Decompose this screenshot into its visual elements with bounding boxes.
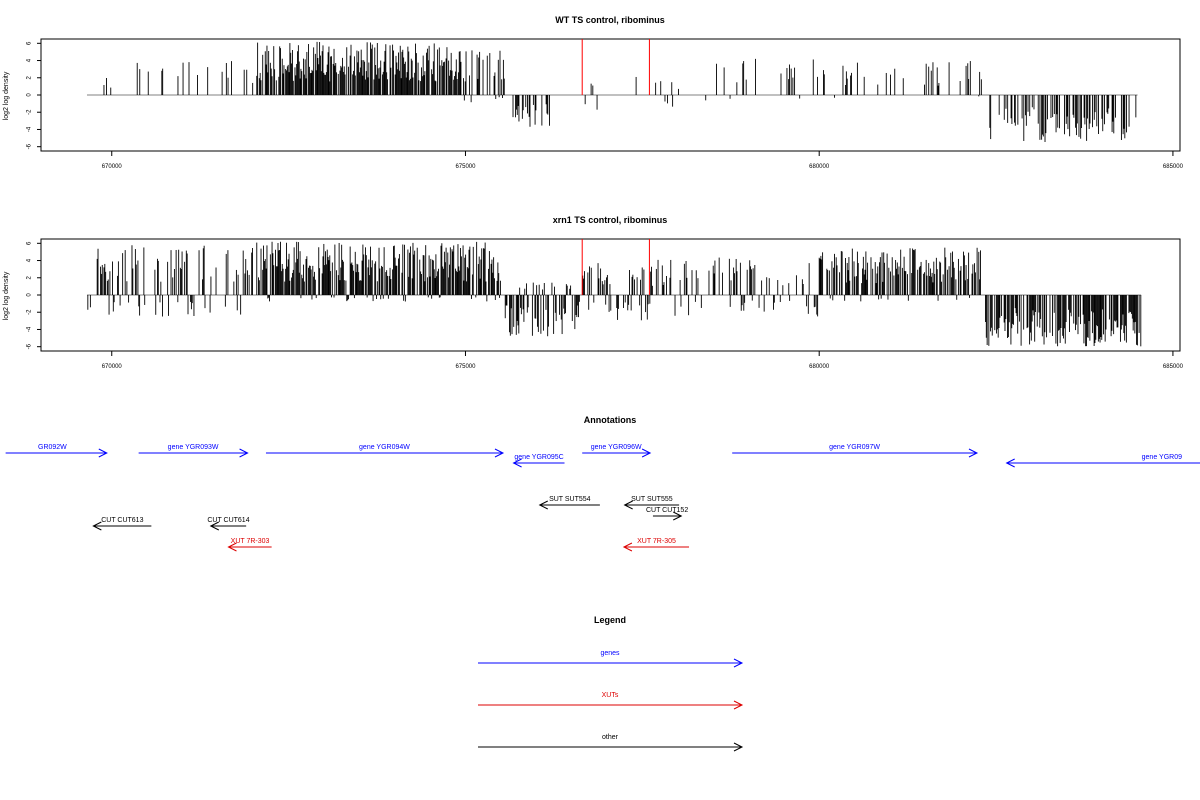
annotation-label: gene YGR094W (359, 444, 410, 451)
arrow-head (623, 500, 633, 510)
x-tick-label: 670000 (102, 364, 123, 370)
y-axis-label: log2 log density (3, 71, 10, 120)
y-tick-label: -2 (27, 309, 33, 315)
y-tick-label: -4 (27, 326, 33, 332)
arrow-head (968, 448, 979, 458)
annotation-feature: gene YGR097W (732, 444, 979, 458)
y-tick-label: -2 (27, 109, 33, 115)
annotation-feature: CUT CUT614 (207, 517, 250, 531)
y-tick-label: -6 (27, 343, 33, 349)
annotation-label: gene YGR093W (168, 444, 219, 451)
legend-title: Legend (594, 615, 626, 625)
annotations-title: Annotations (584, 415, 637, 425)
annotation-feature: GR092W (5, 444, 108, 458)
arrow-head (733, 700, 744, 710)
marker-lines (581, 39, 650, 95)
annotation-feature: gene YGR093W (138, 444, 249, 458)
arrow-head (209, 521, 220, 531)
annotation-label: gene YGR096W (591, 444, 642, 451)
legend-item: XUTs (478, 692, 744, 710)
legend-label: other (602, 734, 619, 741)
annotation-feature: gene YGR095C (512, 454, 565, 468)
y-tick-label: 4 (27, 58, 33, 62)
y-axis: 6 4 2 0 -2 -4 -6 (27, 241, 41, 349)
annotation-label: XUT 7R-303 (231, 538, 270, 545)
arrow-head (622, 542, 633, 552)
annotation-label: CUT CUT614 (207, 517, 249, 524)
annotation-label: CUT CUT613 (101, 517, 143, 524)
arrow-head (538, 500, 548, 510)
arrow-head (98, 448, 108, 458)
arrow-head (239, 448, 249, 458)
density-bars (86, 241, 1142, 347)
y-tick-label: -6 (27, 143, 33, 149)
x-tick-label: 675000 (455, 164, 476, 170)
annotation-feature: XUT 7R-305 (622, 538, 690, 552)
y-axis-label: log2 log density (3, 271, 10, 320)
arrow-head (512, 458, 522, 468)
annotation-feature: gene YGR094W (265, 444, 505, 458)
y-tick-label: 4 (27, 258, 33, 262)
annotations-track: Annotations GR092W gene YGR093W gene YGR09… (5, 415, 1200, 552)
annotation-label: SUT SUT554 (549, 496, 591, 503)
y-tick-label: 0 (27, 93, 33, 97)
annotation-label: gene YGR097W (829, 444, 880, 451)
annotation-feature: SUT SUT554 (538, 496, 600, 510)
legend-items: genes XUTs other (478, 650, 744, 752)
x-tick-label: 680000 (809, 364, 830, 370)
arrow-head (494, 448, 505, 458)
x-tick-label: 685000 (1163, 164, 1184, 170)
y-tick-label: 6 (27, 41, 33, 45)
arrow-head (733, 658, 744, 668)
y-tick-label: 2 (27, 75, 33, 79)
annotation-label: gene YGR095C (514, 454, 563, 461)
annotation-arrows: GR092W gene YGR093W gene YGR094W gene YGR09… (5, 444, 1200, 552)
xrn1-density-panel: xrn1 TS control, ribominus log2 log dens… (3, 215, 1184, 370)
annotation-feature: gene YGR096W (582, 444, 652, 458)
annotation-feature: SUT SUT555 (623, 496, 680, 510)
annotation-label: gene YGR09 (1142, 454, 1182, 461)
arrow-head (673, 511, 683, 521)
x-tick-label: 675000 (455, 364, 476, 370)
legend: Legend genes XUTs other (478, 615, 744, 752)
legend-label: XUTs (602, 692, 619, 699)
panel-title: WT TS control, ribominus (555, 15, 665, 25)
arrow-head (92, 521, 102, 531)
legend-item: genes (478, 650, 744, 668)
y-tick-label: -4 (27, 126, 33, 132)
arrow-head (1005, 458, 1015, 468)
panel-title: xrn1 TS control, ribominus (553, 215, 668, 225)
x-tick-label: 670000 (102, 164, 123, 170)
x-axis: 670000 675000 680000 685000 (102, 351, 1184, 370)
arrow-head (641, 448, 652, 458)
marker-lines (581, 239, 650, 295)
annotation-label: GR092W (38, 444, 67, 451)
x-tick-label: 685000 (1163, 364, 1184, 370)
wt-density-panel: WT TS control, ribominus log2 log densit… (3, 15, 1184, 170)
y-tick-label: 0 (27, 293, 33, 297)
annotation-label: XUT 7R-305 (637, 538, 676, 545)
annotation-feature: CUT CUT613 (92, 517, 152, 531)
y-tick-label: 2 (27, 275, 33, 279)
annotation-label: CUT CUT152 (646, 507, 688, 514)
annotation-feature: CUT CUT152 (646, 507, 688, 521)
legend-item: other (478, 734, 744, 752)
annotation-label: SUT SUT555 (631, 496, 673, 503)
x-axis: 670000 675000 680000 685000 (102, 151, 1184, 170)
annotation-feature: gene YGR09 (1005, 454, 1200, 468)
arrow-head (733, 742, 744, 752)
annotation-feature: XUT 7R-303 (227, 538, 272, 552)
legend-label: genes (600, 650, 620, 657)
arrow-head (227, 542, 237, 552)
x-tick-label: 680000 (809, 164, 830, 170)
density-bars (86, 41, 1138, 143)
y-tick-label: 6 (27, 241, 33, 245)
y-axis: 6 4 2 0 -2 -4 -6 (27, 41, 41, 149)
